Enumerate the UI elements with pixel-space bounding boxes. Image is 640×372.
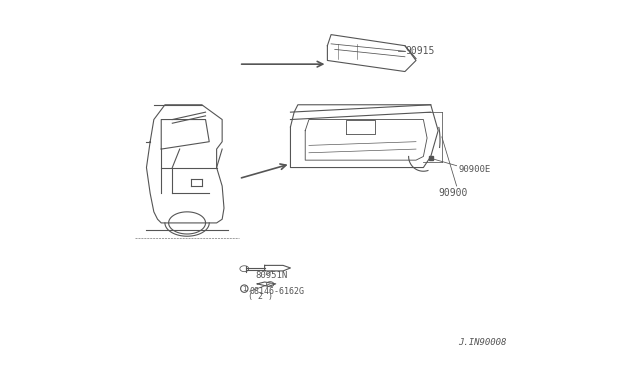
Text: 08146-6162G: 08146-6162G bbox=[250, 288, 305, 296]
Text: J.IN90008: J.IN90008 bbox=[458, 339, 507, 347]
Text: 90900: 90900 bbox=[438, 188, 468, 198]
Text: 1: 1 bbox=[242, 286, 246, 292]
Text: ( 2 ): ( 2 ) bbox=[248, 292, 273, 301]
Text: 90900E: 90900E bbox=[458, 165, 491, 174]
Text: 90915: 90915 bbox=[405, 46, 435, 56]
Text: 80951N: 80951N bbox=[255, 271, 287, 280]
